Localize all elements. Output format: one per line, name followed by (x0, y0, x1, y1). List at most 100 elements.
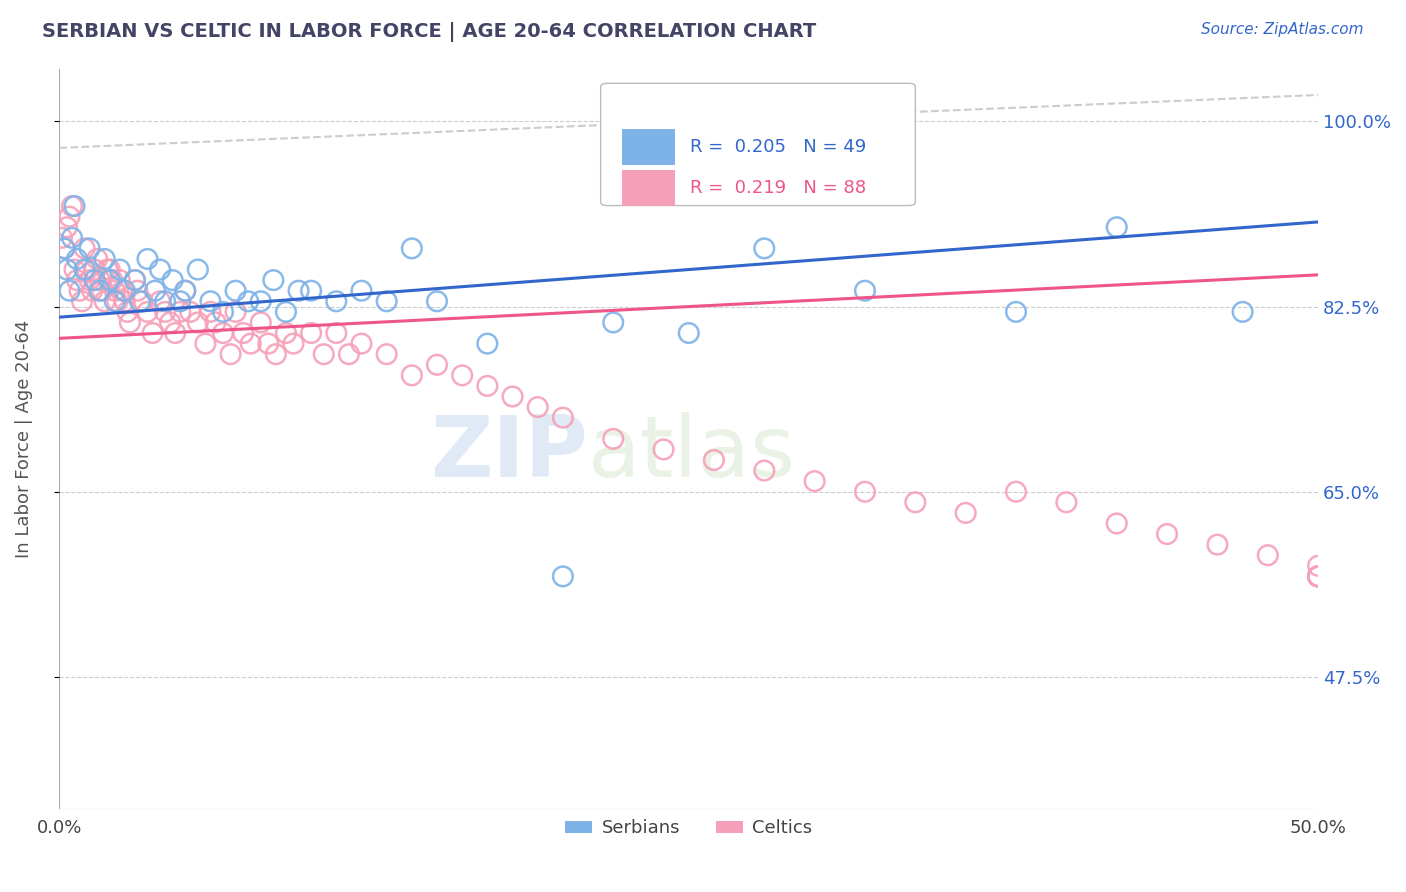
Point (162, 273, 184, 287)
Point (124, 273, 146, 287)
Point (249, 294, 271, 309)
Point (53, 241, 76, 255)
Point (337, 347, 360, 361)
Point (69, 284, 91, 298)
Point (98, 262, 121, 277)
Point (853, 484, 876, 499)
Point (169, 305, 191, 319)
Point (502, 390, 524, 404)
Point (187, 315, 209, 329)
Point (1308, 569, 1330, 583)
Point (174, 284, 197, 298)
Point (114, 294, 136, 309)
Point (143, 284, 166, 298)
Point (136, 305, 159, 319)
Point (60, 231, 83, 245)
Text: SERBIAN VS CELTIC IN LABOR FORCE | AGE 20-64 CORRELATION CHART: SERBIAN VS CELTIC IN LABOR FORCE | AGE 2… (42, 22, 817, 42)
Point (401, 368, 423, 383)
Point (754, 241, 776, 255)
Point (98, 273, 121, 287)
Point (73, 262, 96, 277)
Point (187, 262, 209, 277)
Point (53, 241, 76, 255)
Text: Source: ZipAtlas.com: Source: ZipAtlas.com (1201, 22, 1364, 37)
Point (955, 506, 977, 520)
Point (153, 305, 176, 319)
Point (274, 326, 297, 340)
Point (238, 294, 260, 309)
Text: R =  0.219   N = 88: R = 0.219 N = 88 (690, 179, 866, 197)
Point (1232, 305, 1254, 319)
Point (1005, 484, 1028, 499)
Legend: Serbians, Celtics: Serbians, Celtics (558, 812, 820, 845)
Point (375, 347, 398, 361)
Point (63, 199, 86, 213)
Point (703, 453, 725, 467)
Point (105, 294, 128, 309)
Point (375, 294, 398, 309)
Point (83, 262, 105, 277)
Point (652, 442, 675, 457)
Point (60, 199, 83, 213)
Point (904, 495, 927, 509)
Text: atlas: atlas (588, 412, 796, 495)
Point (91, 284, 114, 298)
Point (200, 305, 222, 319)
Point (200, 294, 222, 309)
Point (174, 284, 197, 298)
Point (299, 284, 322, 298)
Point (1308, 569, 1330, 583)
Point (104, 284, 127, 298)
Point (165, 326, 187, 340)
Point (754, 464, 776, 478)
Point (93, 294, 115, 309)
Point (51, 231, 73, 245)
Point (127, 284, 149, 298)
Point (1308, 569, 1330, 583)
Point (803, 474, 825, 488)
Point (118, 315, 141, 329)
Text: ZIP: ZIP (430, 412, 588, 495)
Point (96, 262, 118, 277)
Point (853, 284, 876, 298)
Point (299, 326, 322, 340)
FancyBboxPatch shape (621, 170, 675, 206)
Point (131, 294, 153, 309)
Point (58, 210, 80, 224)
Point (401, 241, 423, 255)
Point (111, 284, 134, 298)
FancyBboxPatch shape (600, 83, 915, 205)
Point (232, 326, 254, 340)
Text: R =  0.205   N = 49: R = 0.205 N = 49 (690, 137, 866, 156)
Point (602, 432, 624, 446)
Point (79, 273, 101, 287)
Point (526, 400, 548, 414)
Point (1308, 569, 1330, 583)
Point (312, 347, 335, 361)
FancyBboxPatch shape (621, 129, 675, 164)
Point (477, 336, 499, 351)
Point (1054, 495, 1077, 509)
Point (1308, 569, 1330, 583)
Point (262, 273, 284, 287)
Point (212, 305, 235, 319)
Point (86, 252, 108, 266)
Point (56, 220, 79, 235)
Point (66, 252, 89, 266)
Point (283, 336, 305, 351)
Point (58, 284, 80, 298)
Point (114, 284, 136, 298)
Point (124, 273, 146, 287)
Point (93, 252, 115, 266)
Point (350, 336, 373, 351)
Point (70, 294, 93, 309)
Point (678, 326, 700, 340)
Point (1257, 548, 1279, 562)
Point (66, 273, 89, 287)
Point (104, 294, 127, 309)
Point (274, 305, 297, 319)
Point (194, 336, 217, 351)
Point (257, 336, 280, 351)
Point (239, 336, 262, 351)
Point (117, 305, 139, 319)
